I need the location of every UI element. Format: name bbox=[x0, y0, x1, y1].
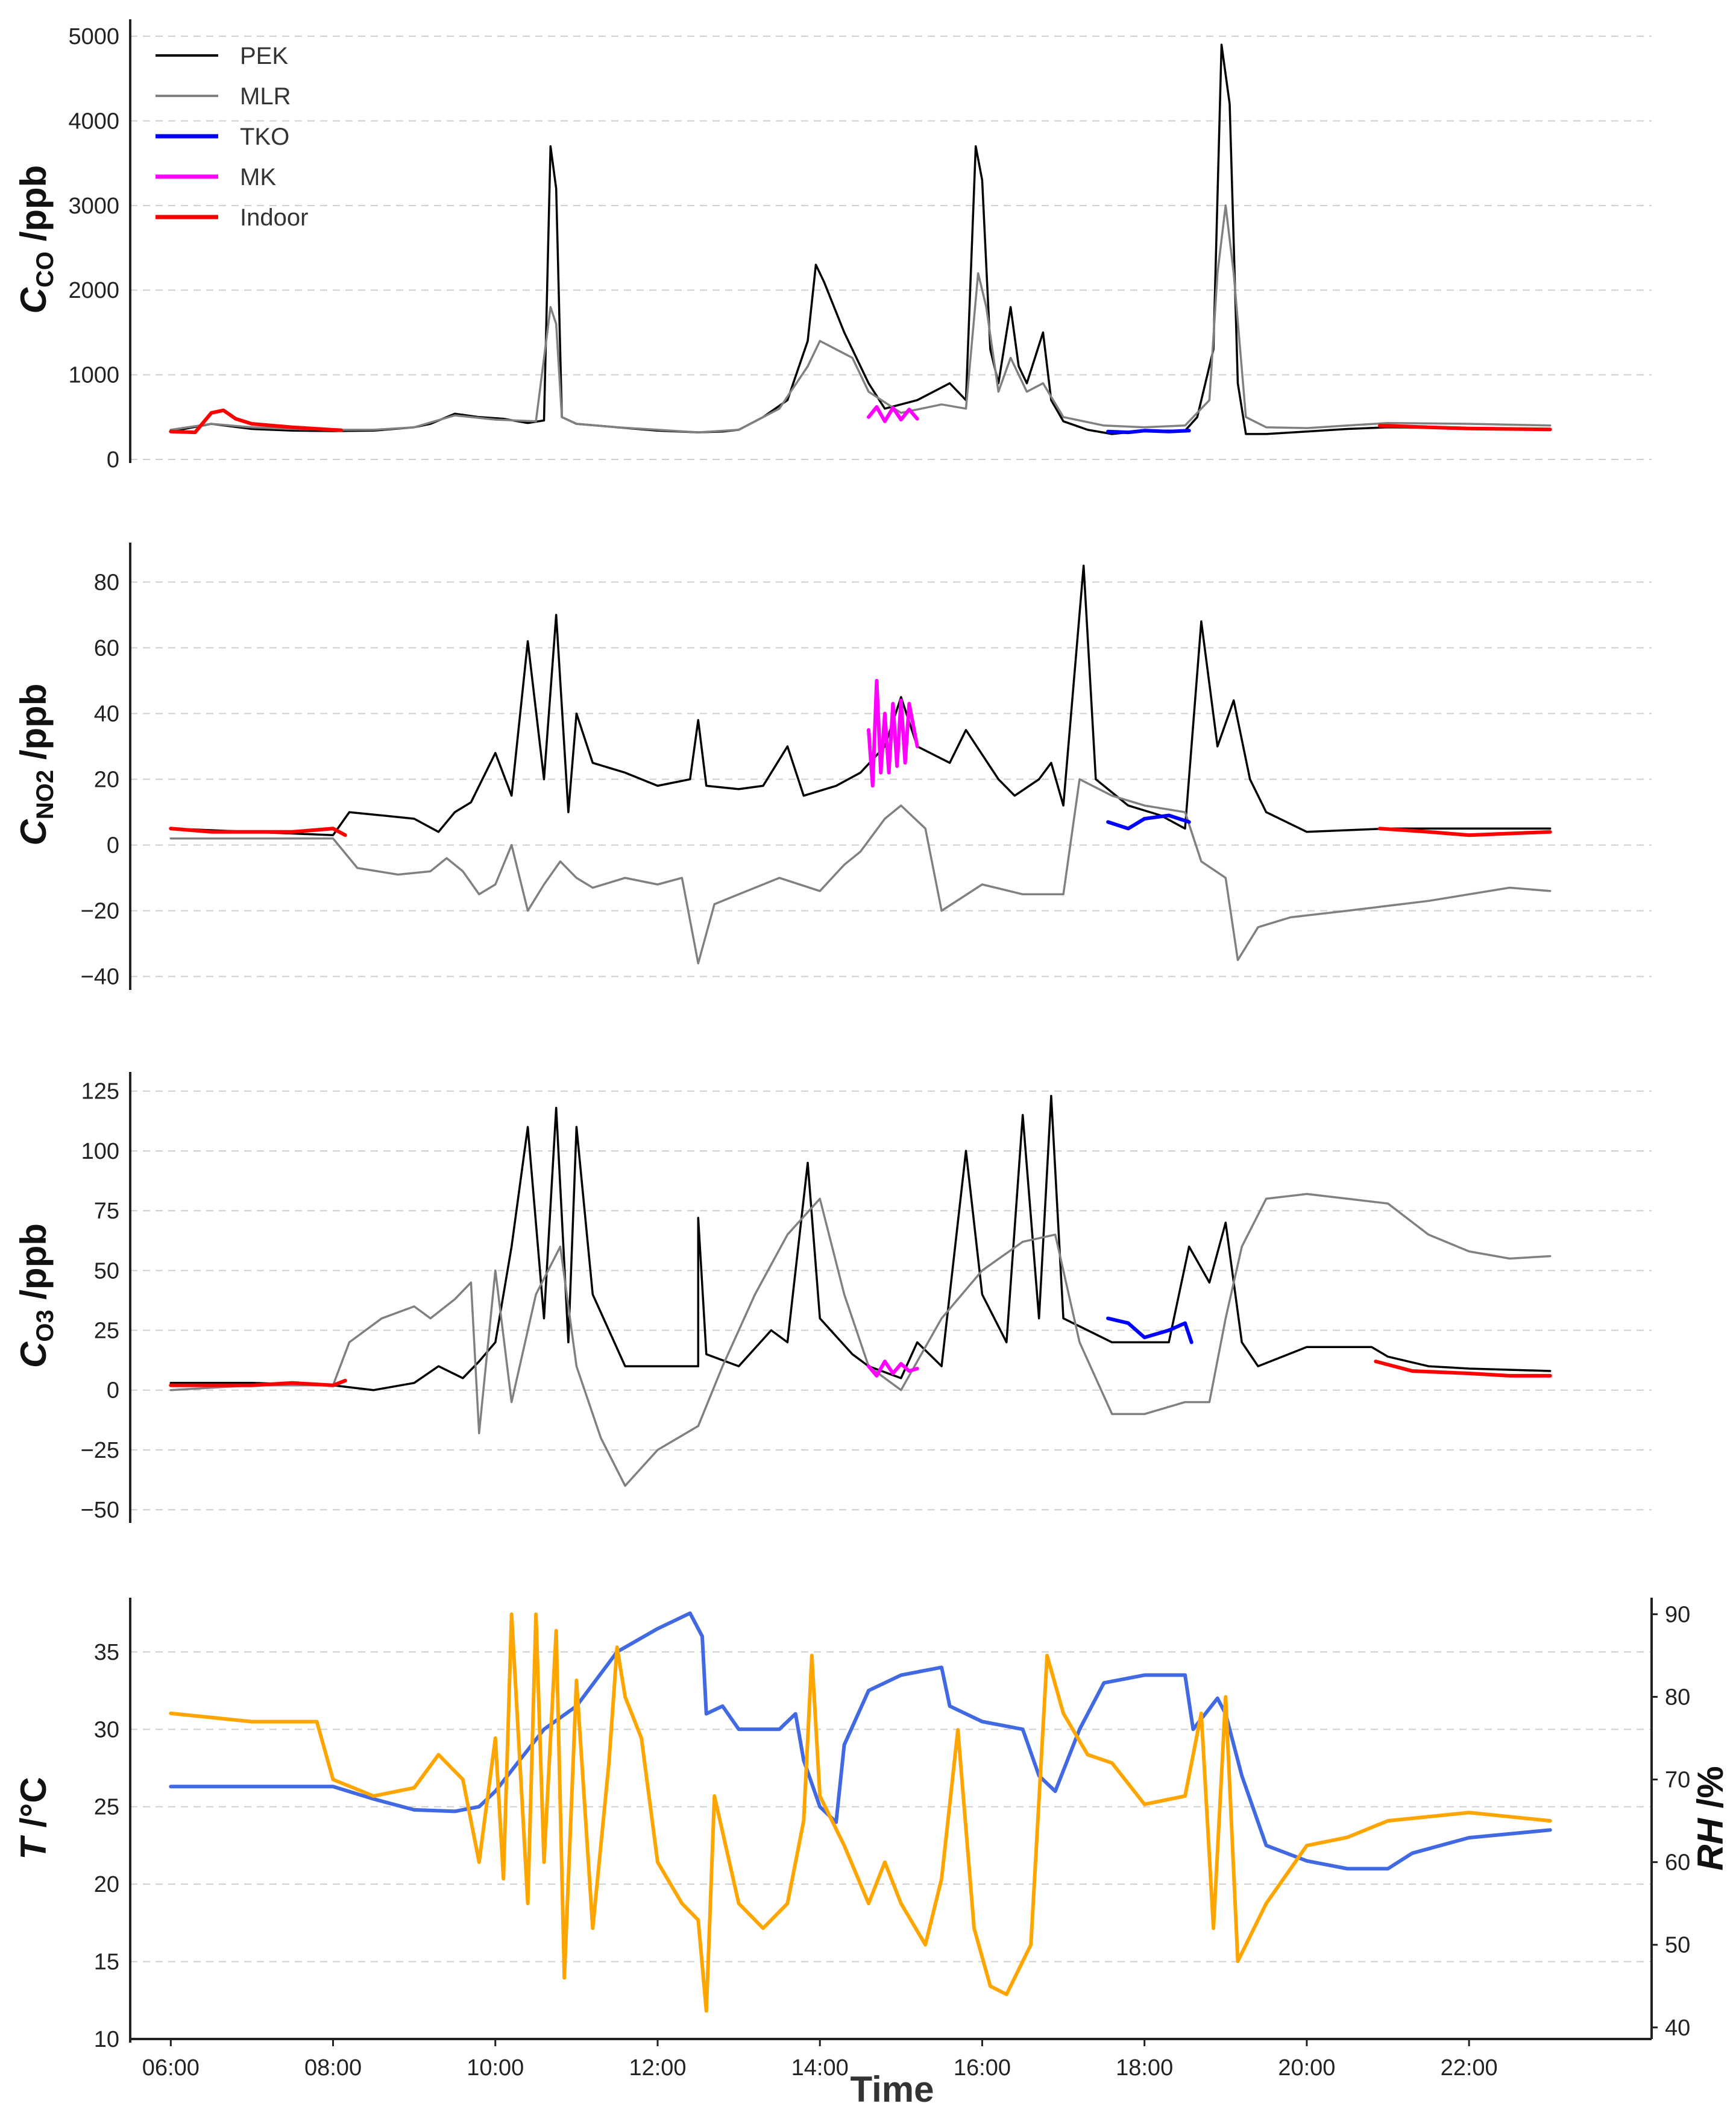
series-line-mk bbox=[867, 405, 919, 423]
y-tick-label: 50 bbox=[94, 1258, 119, 1284]
y-axis-symbol: C bbox=[13, 286, 54, 314]
y-tick-label: 1000 bbox=[68, 363, 119, 388]
x-tick-label: 12:00 bbox=[629, 2055, 686, 2081]
right-tick-label: 70 bbox=[1665, 1768, 1690, 1793]
y-axis-title: T /°C bbox=[13, 1777, 54, 1859]
x-tick-label: 18:00 bbox=[1116, 2055, 1173, 2081]
y-tick-label: −40 bbox=[81, 965, 119, 990]
y-tick-label: 20 bbox=[94, 767, 119, 793]
y-axis-subscript: NO2 bbox=[32, 770, 58, 819]
y-axis-unit: /ppb bbox=[13, 1223, 54, 1309]
right-tick-label: 40 bbox=[1665, 2015, 1690, 2041]
no2-panel: −40 −20 0 20 40 60 80 CNO2 /ppb bbox=[13, 543, 1652, 990]
y-axis-unit: /ppb bbox=[13, 684, 54, 770]
y-tick-label: 60 bbox=[94, 635, 119, 661]
y-axis-unit: /ppb bbox=[13, 165, 54, 251]
right-axis-title: RH /% bbox=[1690, 1766, 1731, 1870]
right-tick-label: 60 bbox=[1665, 1850, 1690, 1876]
right-tick-label: 80 bbox=[1665, 1685, 1690, 1710]
x-tick-label: 06:00 bbox=[142, 2055, 200, 2081]
x-tick-label: 16:00 bbox=[954, 2055, 1011, 2081]
y-axis-title: CO3 /ppb bbox=[13, 1223, 58, 1368]
y-axis-title: CNO2 /ppb bbox=[13, 684, 58, 846]
series-line-mlr bbox=[169, 1193, 1552, 1487]
y-tick-label: 3000 bbox=[68, 194, 119, 219]
y-tick-label: 2000 bbox=[68, 278, 119, 303]
y-tick-label: 75 bbox=[94, 1199, 119, 1224]
y-tick-label: −50 bbox=[81, 1498, 119, 1523]
series-line-mk bbox=[867, 1360, 919, 1378]
legend-label-indoor: Indoor bbox=[240, 204, 308, 231]
series-line-indoor bbox=[169, 1378, 347, 1387]
x-tick-label: 22:00 bbox=[1441, 2055, 1498, 2081]
y-axis-symbol: C bbox=[13, 1341, 54, 1368]
y-tick-label: 15 bbox=[94, 1950, 119, 1975]
y-tick-label: −25 bbox=[81, 1438, 119, 1463]
y-axis-symbol: T bbox=[13, 1835, 54, 1860]
y-axis-unit: /°C bbox=[13, 1777, 54, 1838]
series-line-pek bbox=[169, 564, 1552, 836]
y-tick-label: 0 bbox=[107, 1378, 119, 1404]
series-line-t bbox=[169, 1611, 1552, 1871]
series-line-pek bbox=[169, 1094, 1552, 1391]
series-line-mlr bbox=[169, 204, 1552, 433]
temperature-humidity-panel: 10 15 20 25 30 35 40 50 60 70 80 90 06:00 08:00 10:00 1… bbox=[13, 1598, 1731, 2081]
y-tick-label: −20 bbox=[81, 899, 119, 924]
co-panel: 0 1000 2000 3000 4000 5000 CCO /ppb bbox=[13, 19, 1652, 473]
series-line-tko bbox=[1106, 813, 1191, 831]
y-axis-symbol: C bbox=[13, 818, 54, 845]
y-axis-subscript: O3 bbox=[32, 1309, 58, 1341]
y-tick-label: 25 bbox=[94, 1795, 119, 1820]
o3-panel: −50 −25 0 25 50 75 100 125 CO3 /ppb bbox=[13, 1072, 1652, 1523]
series-line-indoor bbox=[1378, 827, 1552, 837]
y-tick-label: 40 bbox=[94, 701, 119, 726]
right-axis-unit: /% bbox=[1690, 1766, 1731, 1818]
series-line-tko bbox=[1106, 1316, 1194, 1344]
y-tick-label: 5000 bbox=[68, 24, 119, 49]
series-line-tko bbox=[1106, 429, 1191, 435]
y-axis-title: CCO /ppb bbox=[13, 165, 58, 314]
y-tick-label: 80 bbox=[94, 570, 119, 595]
y-tick-label: 100 bbox=[81, 1139, 119, 1164]
series-line-indoor bbox=[169, 827, 347, 837]
series-line-mlr bbox=[169, 778, 1552, 965]
legend-label-pek: PEK bbox=[240, 43, 288, 69]
x-tick-label: 10:00 bbox=[467, 2055, 524, 2081]
y-tick-label: 30 bbox=[94, 1717, 119, 1742]
y-tick-label: 4000 bbox=[68, 109, 119, 134]
right-tick-label: 90 bbox=[1665, 1602, 1690, 1627]
y-tick-label: 10 bbox=[94, 2027, 119, 2052]
x-axis-title: Time bbox=[851, 2069, 934, 2110]
right-axis-symbol: RH bbox=[1690, 1817, 1731, 1870]
y-tick-label: 0 bbox=[107, 833, 119, 859]
y-tick-label: 0 bbox=[107, 447, 119, 473]
legend-label-mlr: MLR bbox=[240, 83, 291, 110]
legend: PEK MLR TKO MK Indoor bbox=[156, 43, 308, 231]
y-tick-label: 20 bbox=[94, 1872, 119, 1897]
series-line-indoor bbox=[1374, 1360, 1552, 1378]
right-tick-label: 50 bbox=[1665, 1933, 1690, 1958]
series-line-rh bbox=[169, 1612, 1552, 2013]
series-line-indoor bbox=[169, 408, 343, 435]
legend-label-tko: TKO bbox=[240, 124, 289, 150]
y-tick-label: 35 bbox=[94, 1640, 119, 1665]
series-line-indoor bbox=[1378, 423, 1552, 432]
series-line-mk bbox=[867, 679, 919, 788]
x-tick-label: 14:00 bbox=[791, 2055, 849, 2081]
y-tick-label: 25 bbox=[94, 1319, 119, 1344]
x-tick-label: 20:00 bbox=[1278, 2055, 1335, 2081]
y-tick-label: 125 bbox=[81, 1079, 119, 1105]
legend-label-mk: MK bbox=[240, 164, 276, 191]
series-line-pek bbox=[169, 43, 1552, 435]
y-axis-subscript: CO bbox=[32, 251, 58, 288]
x-tick-label: 08:00 bbox=[304, 2055, 362, 2081]
